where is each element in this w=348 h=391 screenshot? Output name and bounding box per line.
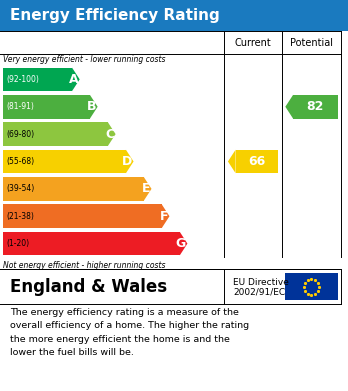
Text: 66: 66: [248, 155, 266, 168]
Text: 2002/91/EC: 2002/91/EC: [233, 287, 285, 296]
FancyBboxPatch shape: [3, 95, 90, 118]
Text: EU Directive: EU Directive: [233, 278, 289, 287]
Text: (21-38): (21-38): [6, 212, 34, 221]
Text: Current: Current: [235, 38, 271, 48]
Polygon shape: [162, 204, 169, 228]
FancyBboxPatch shape: [3, 150, 126, 173]
Text: A: A: [69, 73, 78, 86]
FancyBboxPatch shape: [0, 0, 348, 31]
Polygon shape: [108, 122, 116, 146]
Polygon shape: [180, 232, 188, 255]
Text: C: C: [105, 127, 114, 141]
FancyBboxPatch shape: [3, 232, 180, 255]
Text: E: E: [142, 182, 150, 196]
Polygon shape: [285, 95, 293, 118]
Text: D: D: [122, 155, 132, 168]
Text: F: F: [160, 210, 168, 223]
Polygon shape: [90, 95, 98, 118]
FancyBboxPatch shape: [3, 177, 144, 201]
Text: (1-20): (1-20): [6, 239, 29, 248]
Text: Very energy efficient - lower running costs: Very energy efficient - lower running co…: [3, 55, 166, 65]
Text: G: G: [176, 237, 186, 250]
Polygon shape: [72, 68, 80, 91]
FancyBboxPatch shape: [3, 122, 108, 146]
Text: Not energy efficient - higher running costs: Not energy efficient - higher running co…: [3, 261, 166, 270]
Text: (69-80): (69-80): [6, 129, 34, 139]
FancyBboxPatch shape: [285, 273, 338, 300]
Text: (81-91): (81-91): [6, 102, 34, 111]
Text: Energy Efficiency Rating: Energy Efficiency Rating: [10, 8, 220, 23]
FancyBboxPatch shape: [3, 204, 162, 228]
FancyBboxPatch shape: [236, 150, 278, 173]
Text: (39-54): (39-54): [6, 184, 34, 194]
Polygon shape: [126, 150, 134, 173]
Text: (92-100): (92-100): [6, 75, 39, 84]
Text: 82: 82: [307, 100, 324, 113]
Text: Potential: Potential: [290, 38, 333, 48]
FancyBboxPatch shape: [293, 95, 338, 118]
Text: The energy efficiency rating is a measure of the
overall efficiency of a home. T: The energy efficiency rating is a measur…: [10, 308, 250, 357]
Polygon shape: [144, 177, 151, 201]
Polygon shape: [228, 150, 236, 173]
Text: England & Wales: England & Wales: [10, 278, 168, 296]
FancyBboxPatch shape: [3, 68, 72, 91]
Text: (55-68): (55-68): [6, 157, 34, 166]
Text: B: B: [87, 100, 96, 113]
